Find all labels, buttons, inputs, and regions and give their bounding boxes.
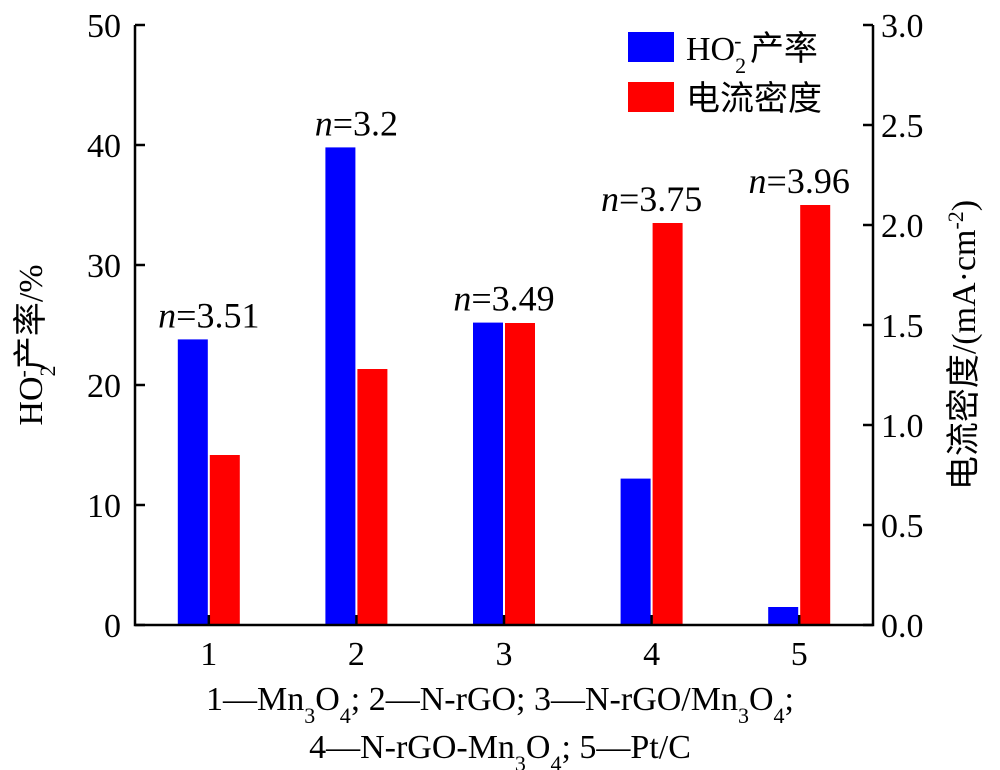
bar-ho2-yield-1 xyxy=(177,339,208,625)
caption: 1—Mn3O4; 2—N-rGO; 3—N-rGO/Mn3O4;4—N-rGO-… xyxy=(206,681,794,770)
bar-current-density-2 xyxy=(357,369,388,625)
bar-ho2-yield-5 xyxy=(768,607,799,625)
annotation-n-4: n=3.75 xyxy=(601,179,702,219)
bar-current-density-3 xyxy=(505,323,535,625)
bar-ho2-yield-4 xyxy=(620,478,651,625)
annotation-n-symbol: n xyxy=(158,295,176,335)
ticks: 0 10 20 30 40 50 0.0 0.5 1.0 1.5 2.0 2.5 3.0 1 2 3 4 5 xyxy=(87,8,924,673)
left-tick-label: 50 xyxy=(87,8,121,45)
legend-label: 电流密度 xyxy=(686,80,822,118)
bars xyxy=(177,147,831,625)
annotation-n-value: =3.49 xyxy=(471,279,554,319)
annotations: n=3.51n=3.2n=3.49n=3.75 n=3.96 xyxy=(158,103,850,335)
annotation-n-1: n=3.51 xyxy=(158,295,259,335)
left-tick-label: 30 xyxy=(87,248,121,285)
annotation-n-value: =3.2 xyxy=(333,103,398,143)
caption-line-1: 1—Mn3O4; 2—N-rGO; 3—N-rGO/Mn3O4; xyxy=(206,681,794,728)
bar-current-density-1 xyxy=(209,455,240,625)
annotation-n-symbol: n xyxy=(749,161,767,201)
x-tick-label: 3 xyxy=(496,636,513,673)
x-tick-label: 1 xyxy=(200,636,217,673)
legend-label: HO2- 产率 xyxy=(686,28,818,78)
left-tick-label: 40 xyxy=(87,128,121,165)
x-tick-label: 4 xyxy=(643,636,660,673)
annotation-n-value: =3.75 xyxy=(619,179,702,219)
axis-labels: HO2-产率/% 电流密度/(mA·cm-2) xyxy=(10,200,984,490)
annotation-n-symbol: n xyxy=(453,279,471,319)
right-tick-label: 2.5 xyxy=(881,108,924,145)
right-tick-label: 0.0 xyxy=(881,608,924,645)
left-tick-label: 0 xyxy=(104,608,121,645)
right-tick-label: 0.5 xyxy=(881,508,924,545)
right-tick-label: 1.0 xyxy=(881,408,924,445)
left-tick-label: 20 xyxy=(87,368,121,405)
bar-ho2-yield-3 xyxy=(473,322,503,625)
bar-current-density-4 xyxy=(652,223,683,625)
annotation-n-value: =3.51 xyxy=(176,295,259,335)
annotation-n-value: =3.96 xyxy=(767,161,850,201)
legend-swatch xyxy=(628,32,674,62)
right-axis-label: 电流密度/(mA·cm-2) xyxy=(943,200,984,490)
legend-swatch xyxy=(628,82,674,112)
bar-current-density-5 xyxy=(800,205,831,625)
annotation-n-3: n=3.49 xyxy=(453,279,554,319)
annotation-n-5: n=3.96 xyxy=(749,161,850,201)
caption-line-2: 4—N-rGO-Mn3O4; 5—Pt/C xyxy=(309,729,691,770)
bar-ho2-yield-2 xyxy=(325,147,356,625)
annotation-n-symbol: n xyxy=(315,103,333,143)
x-tick-label: 5 xyxy=(791,636,808,673)
right-tick-label: 3.0 xyxy=(881,8,924,45)
right-tick-label: 2.0 xyxy=(881,208,924,245)
x-tick-label: 2 xyxy=(348,636,365,673)
left-tick-label: 10 xyxy=(87,488,121,525)
annotation-n-symbol: n xyxy=(601,179,619,219)
left-axis-label: HO2-产率/% xyxy=(10,264,60,425)
right-tick-label: 1.5 xyxy=(881,308,924,345)
annotation-n-2: n=3.2 xyxy=(315,103,398,143)
